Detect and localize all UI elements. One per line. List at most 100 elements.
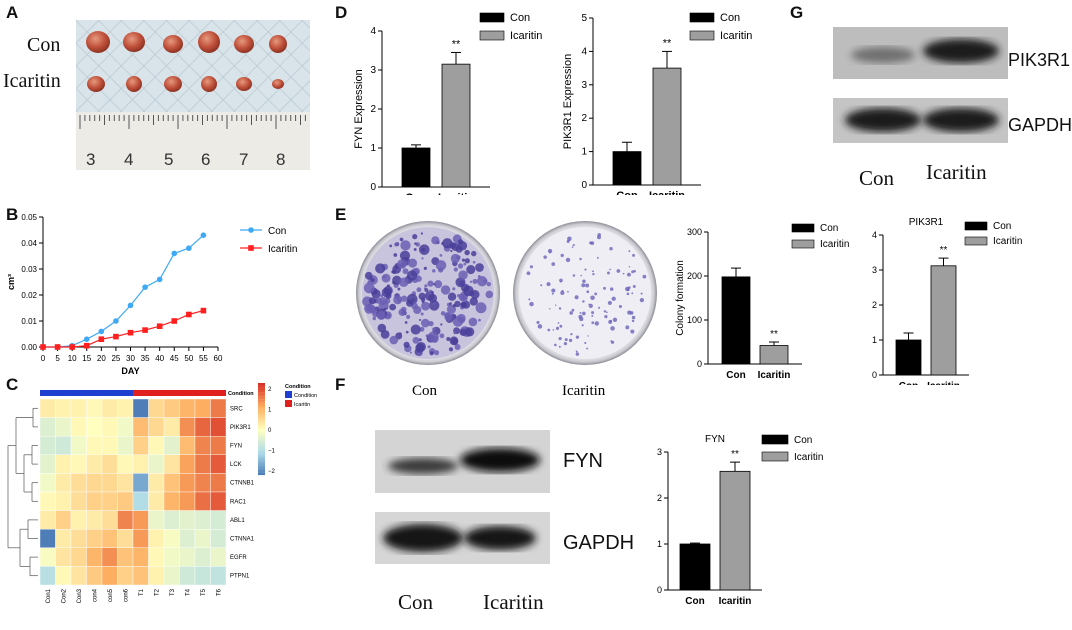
colony <box>598 306 601 309</box>
heatmap-cell <box>148 528 165 548</box>
colonies-con <box>362 232 494 357</box>
colony <box>483 279 488 284</box>
colony <box>440 323 443 326</box>
colony <box>434 280 443 289</box>
scale-step <box>258 458 265 462</box>
row-label: LCK <box>230 462 242 468</box>
heatmap-cell <box>163 398 180 418</box>
heatmap-cell <box>70 417 87 437</box>
scale-step <box>258 415 265 418</box>
colony <box>412 336 420 344</box>
heatmap-cell <box>132 436 149 456</box>
scale-step <box>258 465 265 469</box>
y-tick-label: 1 <box>872 335 877 345</box>
legend-label: Con <box>510 12 530 24</box>
data-point <box>69 344 75 350</box>
colony <box>618 305 622 309</box>
annotation-cell <box>210 390 226 396</box>
colony <box>381 273 391 283</box>
colony <box>412 234 418 240</box>
colony <box>400 240 411 251</box>
colony <box>413 305 422 315</box>
scale-step <box>258 463 265 466</box>
bar-con <box>401 147 431 188</box>
colony <box>476 276 488 287</box>
colony <box>475 263 484 272</box>
heatmap-cell <box>210 398 227 418</box>
heatmap-cell <box>132 473 149 493</box>
colony <box>406 270 418 281</box>
legend-label: Icaritin <box>294 402 310 408</box>
colony <box>604 315 608 319</box>
heatmap-cell <box>117 547 134 567</box>
data-point <box>54 344 61 350</box>
y-tick-label: 2 <box>657 493 662 503</box>
x-category-label: Icaritin <box>649 190 685 195</box>
colony <box>386 313 391 318</box>
x-category-label: Con <box>405 192 427 195</box>
colony <box>557 322 560 324</box>
x-tick-label: 40 <box>155 354 164 363</box>
colony <box>376 311 386 320</box>
scale-step <box>258 431 265 434</box>
colony <box>397 298 402 303</box>
x-axis-label: DAY <box>121 366 139 376</box>
colony <box>463 285 474 297</box>
heatmap-cell <box>70 491 87 511</box>
ruler-7: 7 <box>239 150 248 169</box>
row-label: PIK3R1 <box>230 425 251 431</box>
y-tick-label: 1 <box>581 147 587 158</box>
colony <box>575 350 578 353</box>
heatmap-cell <box>55 528 72 548</box>
legend-label: Icaritin <box>794 452 823 463</box>
colony <box>420 312 424 316</box>
heatmap-cell <box>101 436 118 456</box>
colony <box>469 280 473 283</box>
x-tick-label: 5 <box>55 354 60 363</box>
heatmap-cell <box>39 566 56 586</box>
heatmap-cell <box>210 417 227 437</box>
data-point <box>200 232 207 238</box>
data-point <box>127 302 134 309</box>
data-point <box>98 328 105 335</box>
heatmap-cell <box>194 473 211 493</box>
heatmap-cell <box>39 528 56 548</box>
heatmap-cell <box>70 398 87 418</box>
legend-swatch <box>479 12 505 23</box>
heatmap-cell <box>210 566 227 586</box>
colony <box>559 280 562 283</box>
colony <box>558 307 562 310</box>
y-tick-label: 3 <box>581 80 587 91</box>
bar-icaritin <box>930 265 957 376</box>
colony <box>432 269 436 273</box>
colony <box>475 302 487 314</box>
heatmap-cell <box>117 398 134 418</box>
significance-mark: ** <box>663 37 672 49</box>
legend-swatch <box>791 223 815 233</box>
heatmap-cell <box>148 566 165 586</box>
heatmap-cell <box>39 436 56 456</box>
legend-swatch <box>285 391 292 398</box>
y-tick-label: 100 <box>687 315 702 325</box>
colony <box>385 292 392 299</box>
fyn-western-blot: FYN GAPDH Con Icaritin <box>375 430 640 630</box>
heatmap-cell <box>101 398 118 418</box>
colony <box>558 336 562 341</box>
colony <box>642 274 647 279</box>
legend-label: Icaritin <box>993 236 1022 247</box>
legend-label: Condition <box>294 393 317 399</box>
y-tick-label: 5 <box>581 13 587 24</box>
x-tick-label: 45 <box>170 354 179 363</box>
colony <box>424 284 428 288</box>
heatmap-cell <box>55 454 72 474</box>
colony <box>374 297 382 304</box>
heatmap-cell <box>163 566 180 586</box>
y-tick-label: 1 <box>370 143 376 154</box>
colony <box>528 298 531 301</box>
heatmap-cell <box>194 510 211 530</box>
x-category-label: Con <box>899 381 918 385</box>
y-tick-label: 2 <box>581 113 587 124</box>
blot-label-gapdh-f: GAPDH <box>563 532 635 554</box>
x-category-label: Con <box>616 190 638 195</box>
x-tick-label: 30 <box>126 354 135 363</box>
